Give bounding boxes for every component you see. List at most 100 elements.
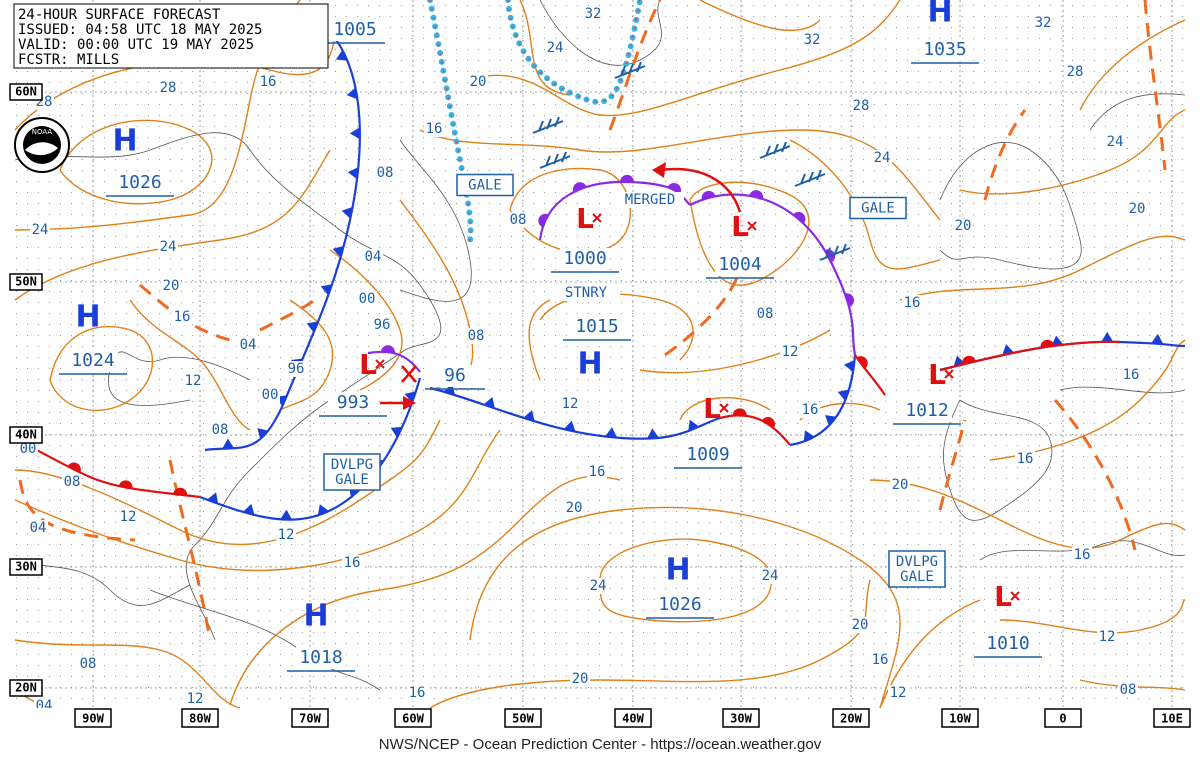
lon-label-box	[941, 708, 979, 728]
isobar	[469, 0, 901, 117]
trough	[664, 269, 742, 357]
isobar-label-bg	[62, 474, 82, 490]
isobar-label-bg	[78, 656, 98, 672]
warm-front-lobe	[173, 487, 188, 496]
isobar-label: 16	[802, 402, 819, 418]
isobar-label: 24	[32, 222, 49, 238]
isobar-label: 08	[1120, 682, 1137, 698]
isobar-label: 20	[892, 477, 909, 493]
cold-front-barb	[843, 360, 855, 372]
warm-front-lobe	[67, 462, 81, 473]
isobar-label-bg	[466, 328, 486, 344]
lon-label-box	[1044, 708, 1082, 728]
high-symbol: H	[577, 347, 602, 382]
wind-barb	[819, 243, 851, 261]
isobar	[899, 235, 1186, 301]
occluded-front-lobe	[538, 213, 549, 228]
isobar-label-bg	[18, 441, 38, 457]
isobar-label-bg	[570, 671, 590, 687]
isobar-label: 08	[80, 656, 97, 672]
pressure-label-bg	[430, 365, 480, 387]
cold-front-barb	[404, 391, 416, 403]
isobar-label-bg	[888, 685, 908, 701]
lat-label: 40N	[15, 428, 37, 442]
isobar-label-bg	[850, 617, 870, 633]
isobar	[789, 139, 941, 270]
high-symbol: H	[75, 300, 100, 335]
pressure-value: 1018	[299, 647, 342, 668]
lat-label-box	[9, 426, 43, 444]
pressure-label-bg	[296, 647, 346, 669]
cold-front-barb	[483, 397, 495, 409]
isobar-label: 16	[409, 685, 426, 701]
isobar	[869, 479, 1186, 549]
lon-label-box	[614, 708, 652, 728]
coastline	[979, 540, 1186, 561]
high-symbol: H	[112, 124, 137, 159]
lon-label-box	[722, 708, 760, 728]
occluded-front-lobe	[667, 182, 682, 194]
lon-label: 20W	[840, 712, 862, 726]
isobar-label: 16	[904, 295, 921, 311]
warm-front	[939, 340, 1121, 372]
isobar-label-bg	[802, 32, 822, 48]
isobar-label: 00	[359, 291, 376, 307]
axis-labels: 90W 80W 70W 60W 50W 40W 30W 20W 10W 0 10E 60N 50N 40N…	[9, 83, 1191, 730]
pressure-label-bg	[983, 633, 1033, 655]
isobar	[699, 0, 821, 32]
lon-label-box	[832, 708, 870, 728]
motion-arrows	[380, 162, 742, 410]
isobar-label-bg	[372, 317, 392, 333]
occluded-front-lobe	[572, 182, 587, 192]
lon-label: 70W	[299, 712, 321, 726]
isobar-label-bg	[183, 373, 203, 389]
isobar-label: 16	[426, 121, 443, 137]
cold-front-barb	[1101, 331, 1114, 342]
isobar-label: 08	[510, 212, 527, 228]
isobar-label: 16	[872, 652, 889, 668]
isobar-label: 12	[185, 373, 202, 389]
pressure-label-bg	[902, 400, 952, 422]
lat-label-box	[9, 679, 43, 697]
isobar	[129, 299, 251, 431]
isobar-label: 20	[163, 278, 180, 294]
isobar-label-bg	[1097, 629, 1117, 645]
high-symbol: H	[665, 553, 690, 588]
header-line: VALID: 00:00 UTC 19 MAY 2025	[18, 37, 254, 53]
front-label: STNRY	[565, 285, 608, 301]
low-x	[1010, 591, 1020, 601]
isobar-label-bg	[210, 422, 230, 438]
isobar	[59, 119, 213, 205]
trough	[1053, 399, 1137, 551]
isobar-label: 16	[260, 74, 277, 90]
lon-label: 80W	[189, 712, 211, 726]
low-symbol: L	[928, 358, 946, 391]
isobar-label-bg	[870, 652, 890, 668]
front-label-bg	[552, 285, 620, 301]
isobar-label-bg	[1065, 64, 1085, 80]
isobar-label: 08	[212, 422, 229, 438]
cold-front-barb	[837, 389, 850, 401]
lon-label-box	[181, 708, 219, 728]
noaa-logo: NOAA	[14, 117, 70, 173]
wind-barb	[759, 141, 791, 159]
isobar-label-bg	[185, 691, 205, 707]
cold-front-barb	[347, 167, 359, 180]
wind-barb	[539, 151, 571, 169]
isobar	[14, 429, 501, 572]
isobar-label-bg	[118, 509, 138, 525]
header-box	[13, 3, 329, 69]
isobar-label-bg	[1072, 547, 1092, 563]
warning-box	[849, 196, 907, 220]
isobar-label: 16	[589, 464, 606, 480]
isobar	[879, 599, 981, 709]
motion-arrow	[659, 167, 742, 213]
isobar-label: 24	[160, 239, 177, 255]
isobar-labels: 28 16 203232322828242420201628242420160496…	[18, 6, 1147, 714]
pressure-value: 1004	[718, 254, 761, 275]
isobar	[14, 149, 331, 301]
wind-barb	[532, 116, 564, 134]
isobar-label: 24	[762, 568, 779, 584]
cold-front-barb	[335, 49, 348, 61]
